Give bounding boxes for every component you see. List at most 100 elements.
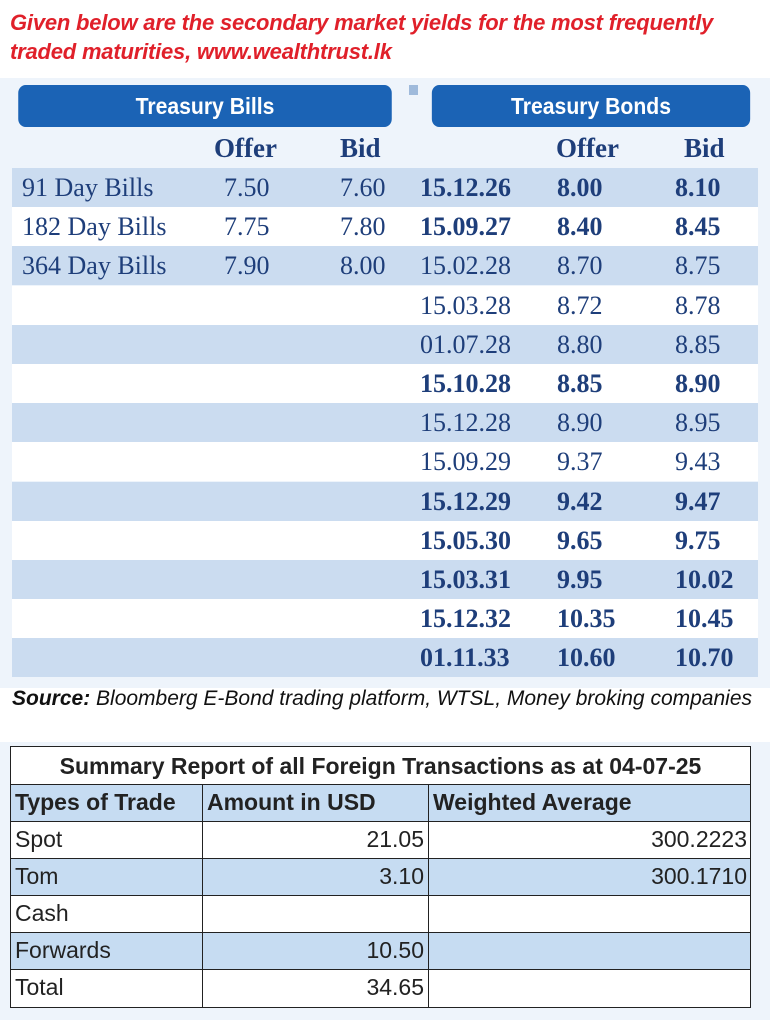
source-note: Source: Bloomberg E-Bond trading platfor… — [12, 684, 752, 714]
fx-type: Total — [11, 970, 203, 1007]
fx-row: Total 34.65 — [11, 970, 750, 1007]
bond-bid: 10.02 — [675, 565, 734, 594]
bond-maturity: 01.11.33 — [420, 643, 510, 673]
fx-amount — [203, 896, 429, 932]
bond-offer: 8.00 — [557, 173, 603, 202]
bond-maturity: 15.10.28 — [420, 369, 511, 398]
headline: Given below are the secondary market yie… — [10, 8, 760, 66]
bill-name: 364 Day Bills — [22, 251, 167, 281]
bills-bid-column-header: Bid — [340, 133, 381, 163]
bill-name: 91 Day Bills — [22, 173, 154, 202]
bond-offer: 8.70 — [557, 251, 603, 281]
yield-row: 15.05.30 9.65 9.75 — [12, 520, 758, 560]
fx-average — [429, 970, 751, 1007]
bond-offer: 9.95 — [557, 565, 603, 594]
yield-row: 15.09.29 9.37 9.43 — [12, 442, 758, 482]
fx-type: Spot — [11, 822, 203, 858]
bill-offer: 7.50 — [224, 173, 270, 202]
bond-maturity: 15.09.29 — [420, 447, 511, 477]
treasury-bonds-header: Treasury Bonds — [431, 85, 751, 127]
bond-bid: 9.43 — [675, 447, 721, 477]
headline-line-2: traded maturities, www.wealthtrust.lk — [10, 39, 392, 64]
bond-offer: 8.40 — [557, 212, 603, 242]
yield-row: 01.11.33 10.60 10.70 — [12, 638, 758, 678]
bond-bid: 8.75 — [675, 251, 721, 281]
yield-row: 15.10.28 8.85 8.90 — [12, 364, 758, 403]
bond-offer: 8.85 — [557, 369, 603, 398]
fx-header-amount: Amount in USD — [203, 785, 429, 821]
foreign-transactions-table: Summary Report of all Foreign Transactio… — [10, 746, 751, 1008]
yield-row: 15.12.28 8.90 8.95 — [12, 403, 758, 443]
bill-bid: 7.80 — [340, 212, 386, 242]
bond-maturity: 15.12.28 — [420, 408, 511, 438]
fx-header-type: Types of Trade — [11, 785, 203, 821]
bond-bid: 8.85 — [675, 329, 721, 359]
yield-row: 15.03.28 8.72 8.78 — [12, 285, 758, 325]
fx-row: Cash — [11, 896, 750, 933]
bond-maturity: 15.02.28 — [420, 251, 511, 281]
bond-offer: 8.72 — [557, 290, 603, 320]
fx-row: Spot 21.05 300.2223 — [11, 822, 750, 859]
bond-maturity: 15.05.30 — [420, 525, 511, 555]
bond-maturity: 15.12.29 — [420, 486, 511, 516]
bond-bid: 9.75 — [675, 525, 721, 555]
fx-type: Forwards — [11, 933, 203, 969]
yield-row: 15.12.32 10.35 10.45 — [12, 599, 758, 639]
fx-amount: 3.10 — [203, 859, 429, 895]
yield-row: 364 Day Bills 7.90 8.00 15.02.28 8.70 8.75 — [12, 246, 758, 286]
yield-row: 15.12.29 9.42 9.47 — [12, 481, 758, 521]
bill-bid: 7.60 — [340, 173, 386, 202]
bond-maturity: 15.03.28 — [420, 290, 511, 320]
bill-offer: 7.90 — [224, 251, 270, 281]
bill-offer: 7.75 — [224, 212, 270, 242]
fx-type: Tom — [11, 859, 203, 895]
bond-maturity: 01.07.28 — [420, 329, 511, 359]
bond-bid: 8.10 — [675, 173, 721, 202]
source-text: Bloomberg E-Bond trading platform, WTSL,… — [90, 687, 752, 710]
yield-row: 15.03.31 9.95 10.02 — [12, 560, 758, 599]
yield-row: 182 Day Bills 7.75 7.80 15.09.27 8.40 8.45 — [12, 207, 758, 247]
fx-average: 300.2223 — [651, 826, 747, 852]
fx-average: 300.1710 — [651, 863, 747, 889]
bond-offer: 9.65 — [557, 525, 603, 555]
fx-amount: 21.05 — [203, 822, 429, 858]
bond-offer: 8.90 — [557, 408, 603, 438]
fx-amount: 10.50 — [203, 933, 429, 969]
bond-bid: 9.47 — [675, 486, 721, 516]
bond-bid: 10.45 — [675, 604, 734, 634]
bond-offer: 10.35 — [557, 604, 616, 634]
bond-maturity: 15.12.26 — [420, 173, 511, 202]
bond-bid: 8.45 — [675, 212, 721, 242]
fx-row: Tom 3.10 300.1710 — [11, 859, 750, 896]
bonds-bid-column-header: Bid — [684, 133, 725, 163]
bill-bid: 8.00 — [340, 251, 386, 281]
fx-average — [429, 896, 751, 932]
bill-name: 182 Day Bills — [22, 212, 167, 242]
bonds-offer-column-header: Offer — [556, 133, 619, 163]
fx-average — [429, 933, 751, 969]
bond-bid: 8.78 — [675, 290, 721, 320]
bond-bid: 10.70 — [675, 643, 734, 673]
bond-offer: 9.37 — [557, 447, 603, 477]
bond-offer: 10.60 — [557, 643, 616, 673]
headline-line-1: Given below are the secondary market yie… — [10, 10, 714, 35]
bond-offer: 8.80 — [557, 329, 603, 359]
treasury-bills-header: Treasury Bills — [18, 85, 392, 127]
source-label: Source: — [12, 687, 91, 710]
fx-row: Forwards 10.50 — [11, 933, 750, 970]
fx-header-row: Types of Trade Amount in USD Weighted Av… — [11, 785, 750, 822]
bond-maturity: 15.03.31 — [420, 565, 511, 594]
bond-bid: 8.95 — [675, 408, 721, 438]
bond-maturity: 15.09.27 — [420, 212, 511, 242]
bond-bid: 8.90 — [675, 369, 721, 398]
yield-row: 91 Day Bills 7.50 7.60 15.12.26 8.00 8.10 — [12, 168, 758, 207]
bond-offer: 9.42 — [557, 486, 603, 516]
fx-table-title: Summary Report of all Foreign Transactio… — [11, 747, 750, 785]
fx-amount: 34.65 — [203, 970, 429, 1007]
fx-header-average: Weighted Average — [433, 789, 632, 815]
bond-maturity: 15.12.32 — [420, 604, 511, 634]
header-divider — [409, 85, 418, 95]
yield-row: 01.07.28 8.80 8.85 — [12, 324, 758, 364]
fx-type: Cash — [11, 896, 203, 932]
bills-offer-column-header: Offer — [214, 133, 277, 163]
